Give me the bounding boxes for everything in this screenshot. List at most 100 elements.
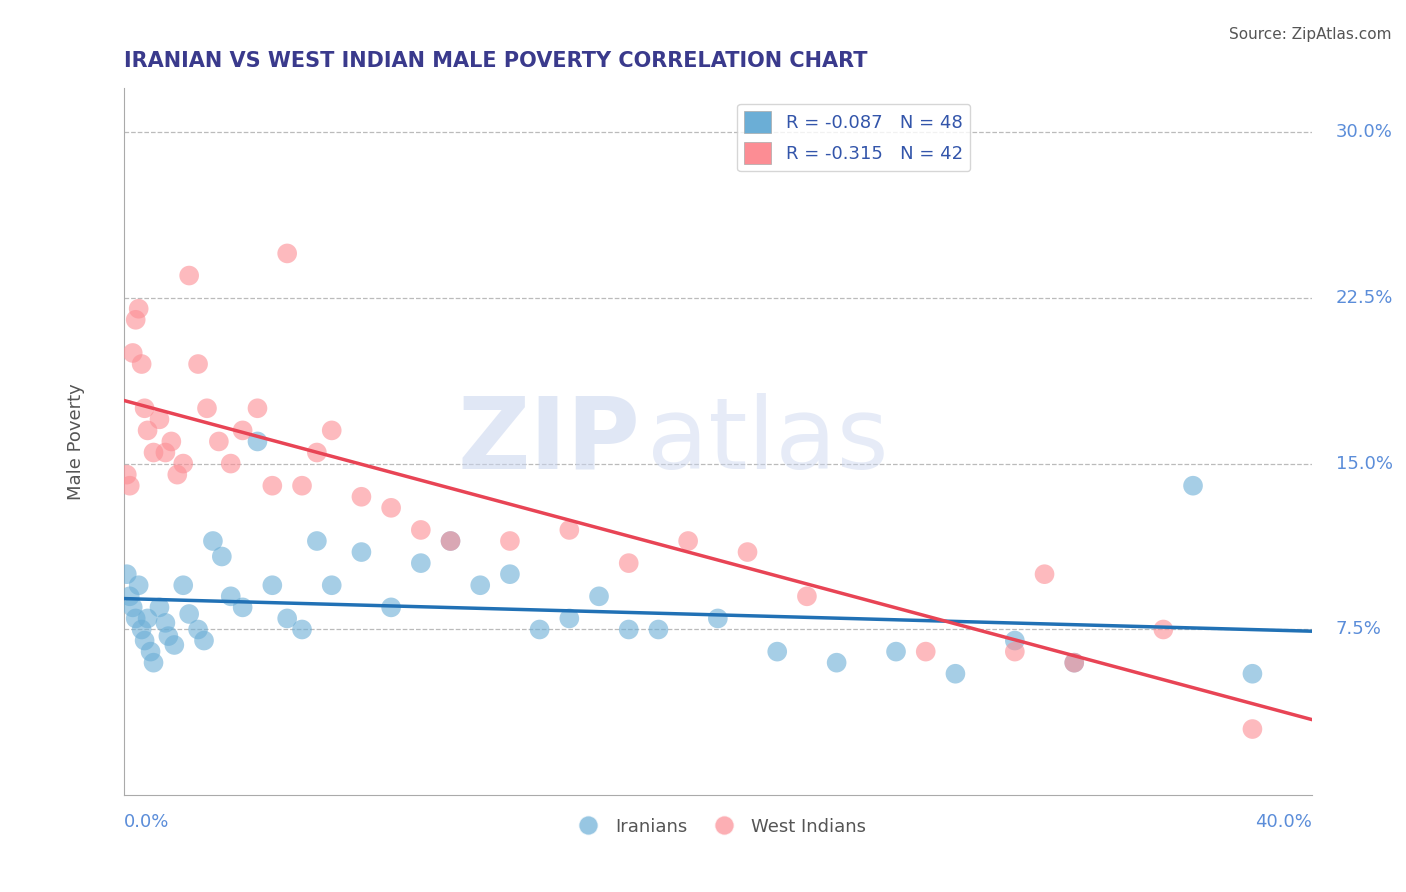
Point	[291, 623, 314, 637]
Point	[179, 607, 201, 621]
Point	[1063, 656, 1085, 670]
Point	[219, 590, 242, 604]
Point	[160, 434, 183, 449]
Point	[131, 357, 153, 371]
Point	[1152, 623, 1174, 637]
Point	[125, 313, 148, 327]
Point	[409, 523, 432, 537]
Point	[232, 424, 254, 438]
Point	[1004, 633, 1026, 648]
Point	[136, 611, 159, 625]
Point	[321, 424, 343, 438]
Text: IRANIAN VS WEST INDIAN MALE POVERTY CORRELATION CHART: IRANIAN VS WEST INDIAN MALE POVERTY CORR…	[124, 51, 868, 70]
Point	[1033, 567, 1056, 582]
Text: Source: ZipAtlas.com: Source: ZipAtlas.com	[1229, 27, 1392, 42]
Text: 0.0%: 0.0%	[124, 814, 169, 831]
Point	[1182, 479, 1205, 493]
Point	[118, 479, 141, 493]
Point	[617, 556, 640, 570]
Point	[118, 590, 141, 604]
Point	[276, 246, 298, 260]
Point	[232, 600, 254, 615]
Point	[187, 357, 209, 371]
Point	[766, 645, 789, 659]
Text: atlas: atlas	[647, 393, 889, 490]
Point	[350, 490, 373, 504]
Text: 15.0%: 15.0%	[1336, 455, 1392, 473]
Point	[134, 633, 156, 648]
Point	[262, 479, 284, 493]
Point	[121, 600, 143, 615]
Point	[914, 645, 936, 659]
Point	[134, 401, 156, 416]
Point	[195, 401, 218, 416]
Point	[246, 401, 269, 416]
Point	[179, 268, 201, 283]
Legend: Iranians, West Indians: Iranians, West Indians	[562, 811, 873, 843]
Point	[142, 656, 165, 670]
Point	[193, 633, 215, 648]
Point	[588, 590, 610, 604]
Point	[470, 578, 492, 592]
Point	[142, 445, 165, 459]
Point	[262, 578, 284, 592]
Point	[115, 467, 138, 482]
Point	[139, 645, 162, 659]
Point	[676, 534, 699, 549]
Point	[499, 567, 522, 582]
Point	[172, 578, 194, 592]
Point	[380, 500, 402, 515]
Point	[617, 623, 640, 637]
Point	[409, 556, 432, 570]
Point	[439, 534, 461, 549]
Point	[825, 656, 848, 670]
Point	[219, 457, 242, 471]
Point	[439, 534, 461, 549]
Point	[163, 638, 186, 652]
Point	[211, 549, 233, 564]
Text: 40.0%: 40.0%	[1256, 814, 1312, 831]
Point	[305, 445, 328, 459]
Point	[125, 611, 148, 625]
Point	[558, 611, 581, 625]
Point	[796, 590, 818, 604]
Point	[350, 545, 373, 559]
Point	[136, 424, 159, 438]
Point	[148, 412, 170, 426]
Point	[276, 611, 298, 625]
Point	[131, 623, 153, 637]
Point	[1004, 645, 1026, 659]
Point	[499, 534, 522, 549]
Point	[707, 611, 730, 625]
Point	[201, 534, 224, 549]
Point	[291, 479, 314, 493]
Point	[187, 623, 209, 637]
Point	[115, 567, 138, 582]
Point	[884, 645, 907, 659]
Point	[166, 467, 188, 482]
Point	[321, 578, 343, 592]
Point	[1241, 666, 1264, 681]
Point	[529, 623, 551, 637]
Text: 22.5%: 22.5%	[1336, 289, 1393, 307]
Point	[737, 545, 759, 559]
Point	[558, 523, 581, 537]
Point	[155, 615, 177, 630]
Point	[128, 578, 150, 592]
Point	[157, 629, 180, 643]
Text: Male Poverty: Male Poverty	[67, 383, 86, 500]
Point	[172, 457, 194, 471]
Point	[208, 434, 231, 449]
Text: 30.0%: 30.0%	[1336, 123, 1392, 141]
Point	[1063, 656, 1085, 670]
Point	[155, 445, 177, 459]
Point	[148, 600, 170, 615]
Point	[945, 666, 967, 681]
Point	[1241, 722, 1264, 736]
Point	[305, 534, 328, 549]
Point	[246, 434, 269, 449]
Text: ZIP: ZIP	[458, 393, 641, 490]
Point	[647, 623, 669, 637]
Point	[380, 600, 402, 615]
Text: 7.5%: 7.5%	[1336, 621, 1382, 639]
